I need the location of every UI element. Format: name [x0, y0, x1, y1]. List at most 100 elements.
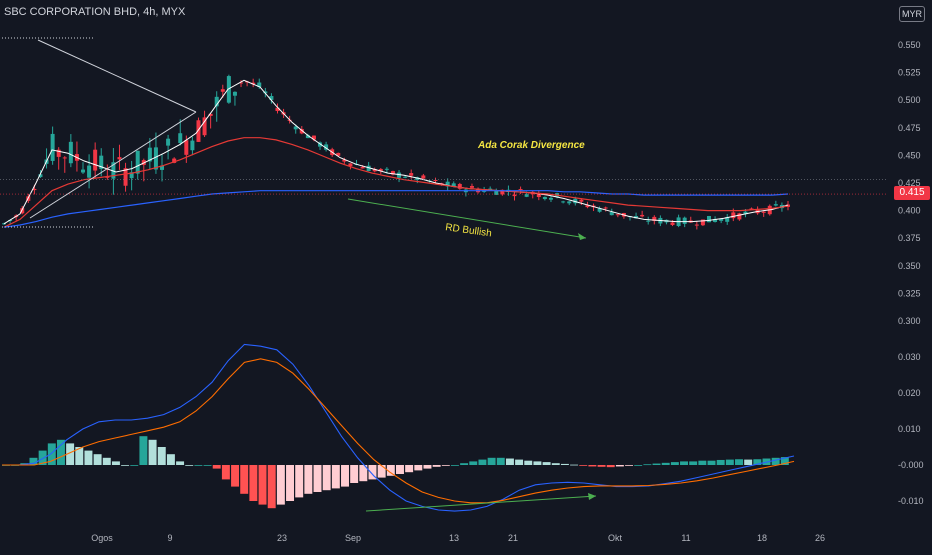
candle-body [299, 128, 304, 134]
macd-histogram-bar [652, 463, 661, 465]
trendline-upper [37, 39, 197, 113]
macd-histogram-bar [414, 465, 423, 471]
time-tick-label: 9 [167, 533, 172, 543]
candle-body [190, 140, 195, 151]
macd-histogram-bar [460, 463, 469, 465]
candle-body [269, 96, 274, 100]
candle-body [652, 216, 657, 221]
candle-body [293, 126, 298, 130]
candle-body [390, 171, 395, 175]
candle-body [348, 163, 353, 167]
macd-histogram-bar [249, 465, 258, 501]
candle-body [105, 176, 110, 178]
candle-body [178, 133, 183, 143]
candle-body [433, 179, 438, 181]
price-tick-label: 0.550 [898, 40, 921, 50]
currency-badge[interactable]: MYR [899, 6, 925, 22]
macd-histogram-bar [286, 465, 295, 501]
candle-body [160, 165, 165, 170]
candle-body [700, 219, 705, 226]
macd-histogram-bar [469, 461, 478, 465]
candle-body [305, 135, 310, 139]
macd-histogram-bar [84, 450, 93, 465]
macd-histogram-bar [551, 463, 560, 465]
macd-histogram-bar [698, 460, 707, 465]
macd-tick-label: -0.000 [898, 460, 924, 470]
macd-histogram-bar [707, 460, 716, 465]
macd-histogram-bar [267, 465, 276, 509]
macd-histogram-bar [157, 447, 166, 465]
candle-body [81, 169, 86, 173]
macd-histogram-bar [56, 439, 65, 465]
candle-body [62, 157, 67, 159]
price-tick-label: 0.400 [898, 206, 921, 216]
macd-histogram-bar [670, 462, 679, 465]
candle-body [117, 157, 122, 160]
candle-body [336, 152, 341, 156]
macd-histogram-bar [93, 454, 102, 465]
macd-histogram-bar [735, 459, 743, 465]
macd-histogram-bar [615, 465, 624, 467]
macd-histogram-bar [176, 461, 185, 465]
time-tick-label: Okt [608, 533, 623, 543]
candle-body [421, 175, 426, 179]
macd-histogram-bar [744, 459, 753, 465]
candle-body [2, 223, 6, 225]
macd-histogram-bar [258, 465, 267, 505]
candle-body [548, 197, 553, 200]
candle-body [257, 82, 262, 88]
macd-histogram-bar [524, 460, 533, 465]
candle-body [488, 188, 493, 190]
candle-body [208, 113, 213, 116]
candle-body [93, 149, 98, 171]
macd-histogram-bar [771, 457, 780, 465]
symbol-header[interactable]: SBC CORPORATION BHD, 4h, MYX [4, 6, 186, 18]
macd-histogram-bar [350, 465, 359, 483]
last-price-tag: 0.415 [894, 186, 930, 200]
macd-histogram-bar [505, 458, 514, 465]
macd-histogram-bar [38, 450, 47, 465]
candle-body [713, 218, 718, 222]
macd-histogram-bar [606, 465, 615, 468]
macd-pane [2, 343, 795, 512]
time-tick-label: Sep [345, 533, 361, 543]
macd-histogram-bar [570, 464, 579, 466]
ema-slow-line [3, 190, 789, 228]
candle-body [579, 199, 584, 202]
macd-tick-label: 0.010 [898, 424, 921, 434]
candle-body [706, 215, 711, 223]
macd-histogram-bar [716, 459, 725, 465]
time-tick-label: 11 [681, 533, 690, 543]
price-tick-label: 0.525 [898, 68, 921, 78]
candle-body [670, 222, 675, 226]
macd-histogram-bar [588, 465, 597, 467]
macd-histogram-bar [542, 462, 551, 465]
candle-body [749, 208, 754, 210]
candle-body [518, 189, 523, 191]
candle-body [20, 208, 25, 214]
candle-body [512, 194, 517, 197]
price-divergence-arrow [578, 233, 586, 240]
candle-body [196, 120, 201, 142]
candle-body [573, 198, 578, 204]
macd-histogram-bar [597, 465, 606, 467]
price-tick-label: 0.450 [898, 150, 921, 160]
macd-histogram-bar [148, 439, 157, 465]
macd-line [2, 343, 795, 512]
candle-body [32, 188, 37, 191]
candle-body [263, 91, 268, 94]
macd-histogram-bar [634, 465, 643, 466]
candle-body [220, 89, 225, 92]
macd-histogram-bar [194, 465, 203, 466]
candle-body [731, 212, 736, 219]
candle-body [360, 166, 365, 169]
macd-histogram-bar [47, 443, 56, 465]
macd-histogram-bar [304, 465, 313, 494]
macd-histogram-bar [322, 465, 331, 491]
macd-histogram-bar [560, 463, 569, 465]
candle-body [761, 211, 766, 213]
candle-body [147, 147, 152, 162]
candle-body [318, 142, 323, 147]
